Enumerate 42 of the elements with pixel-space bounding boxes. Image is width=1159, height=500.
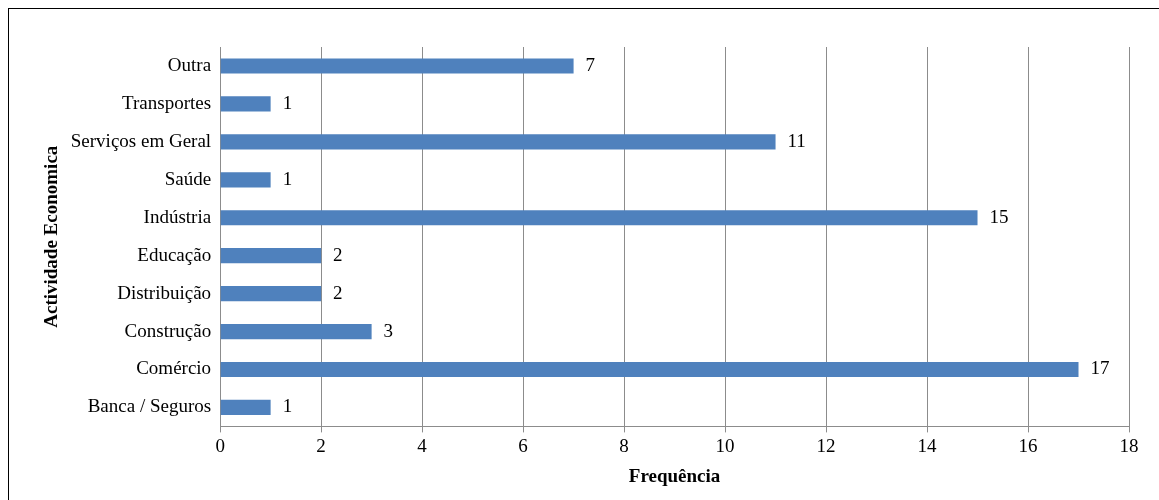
data-label: 11 (787, 129, 806, 151)
data-label: 1 (282, 167, 293, 189)
bar (220, 399, 271, 416)
y-tick-label: Distribuição (117, 281, 212, 303)
x-tick-label: 18 (1119, 434, 1139, 456)
data-label: 1 (282, 395, 293, 417)
y-tick-label: Transportes (122, 91, 212, 113)
data-label: 3 (383, 319, 394, 341)
data-label: 7 (585, 53, 596, 75)
x-axis-title: Frequência (628, 464, 721, 486)
x-tick-label: 2 (316, 434, 326, 456)
bar (220, 248, 322, 264)
y-tick-label: Outra (167, 53, 212, 75)
data-label: 2 (333, 243, 343, 265)
x-tick-label: 0 (215, 434, 225, 456)
bar (220, 210, 978, 226)
bar (220, 134, 776, 150)
bar (220, 286, 322, 302)
data-label: 2 (333, 281, 343, 303)
x-tick-label: 16 (1018, 434, 1038, 456)
y-tick-label: Serviços em Geral (70, 129, 212, 151)
y-tick-label: Educação (137, 243, 212, 265)
y-tick-label: Comércio (136, 357, 212, 379)
y-tick-label: Construção (124, 319, 212, 341)
data-label: 17 (1090, 357, 1110, 379)
data-label: 1 (282, 91, 293, 113)
bar (220, 58, 574, 74)
x-tick-label: 12 (816, 434, 836, 456)
bar (220, 96, 271, 112)
x-tick-label: 14 (917, 434, 938, 456)
data-label: 15 (989, 205, 1009, 227)
y-tick-label: Saúde (164, 167, 212, 189)
y-tick-label: Banca / Seguros (87, 395, 212, 417)
x-tick-label: 6 (518, 434, 528, 456)
y-axis-title: Actividade Economica (40, 145, 62, 328)
bar (220, 323, 372, 340)
x-tick-label: 8 (619, 434, 629, 456)
bar (220, 172, 271, 188)
x-tick-label: 4 (417, 434, 428, 456)
x-tick-label: 10 (715, 434, 735, 456)
bar (220, 361, 1079, 378)
y-tick-label: Indústria (143, 205, 212, 227)
